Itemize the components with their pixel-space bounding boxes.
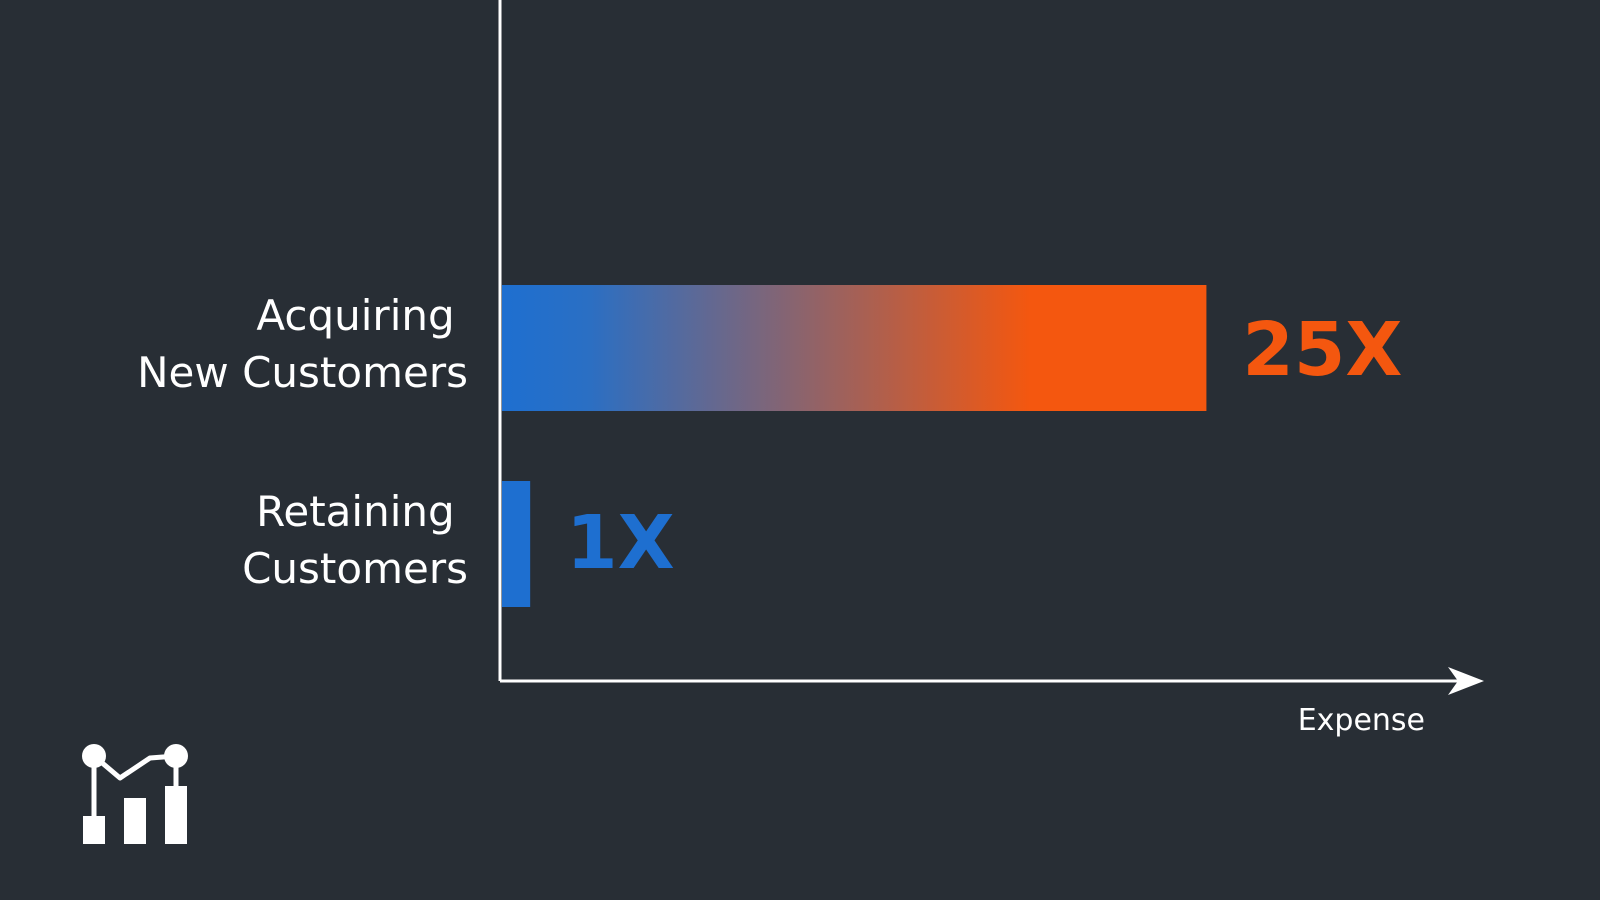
category-label-line: Retaining (256, 487, 455, 536)
value-label-1x: 1X (566, 500, 675, 586)
category-label-line: Acquiring (256, 291, 454, 340)
category-label-acquiring: Acquiring New Customers (137, 291, 468, 397)
category-label-line: Customers (242, 544, 468, 593)
x-axis-label: Expense (1298, 703, 1425, 738)
bar-retaining-customers (502, 481, 531, 607)
value-label-25x: 25X (1242, 307, 1402, 393)
category-label-line: New Customers (137, 348, 468, 397)
line-bar-chart-icon (82, 744, 188, 844)
category-label-retaining: Retaining Customers (242, 487, 468, 593)
x-axis-arrow-icon (1448, 667, 1484, 695)
bar-acquiring-new-customers (502, 285, 1207, 411)
